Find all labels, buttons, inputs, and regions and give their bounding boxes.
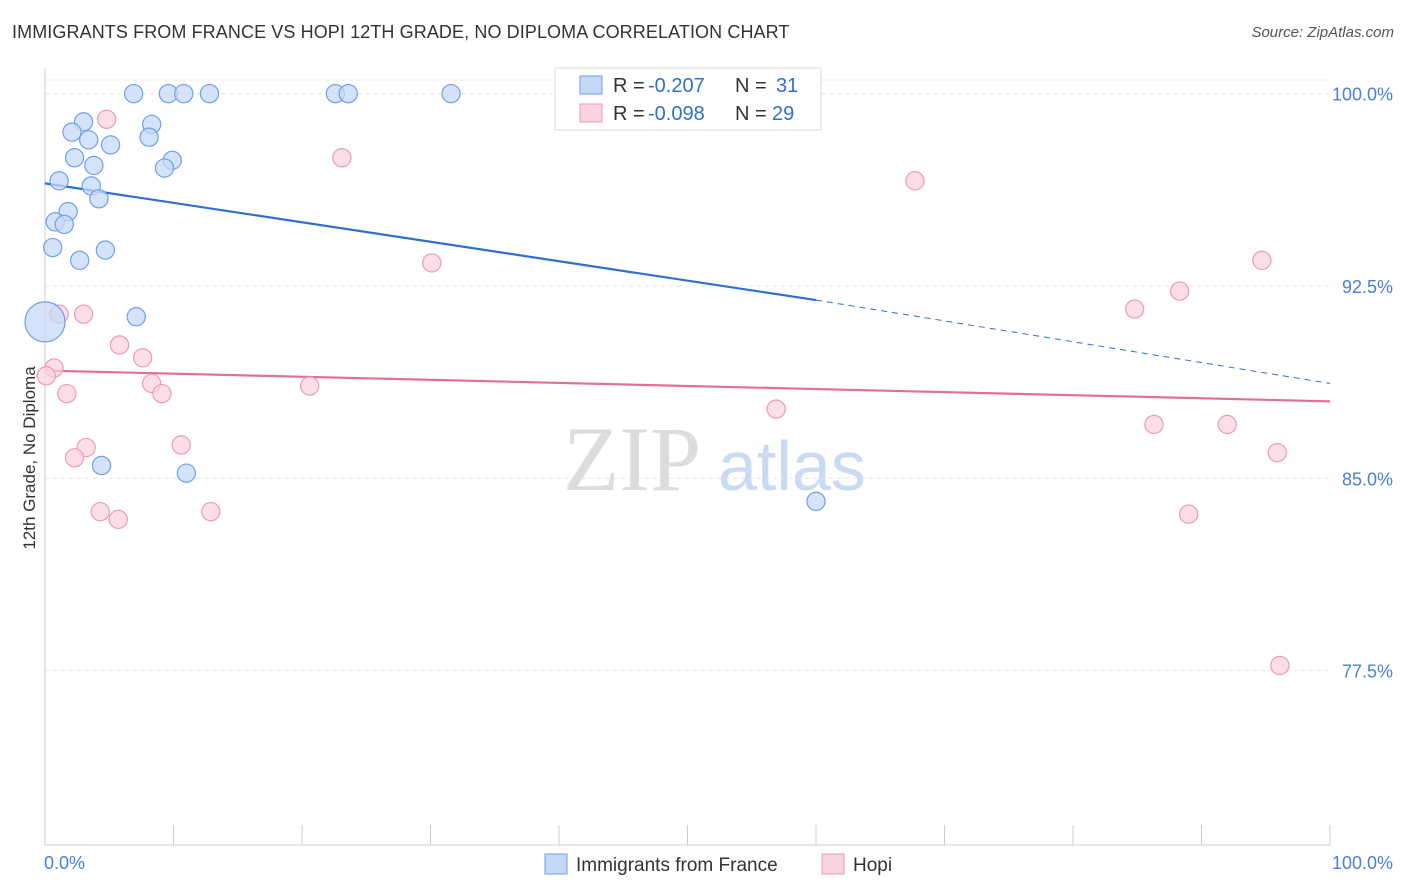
trend-line-france bbox=[44, 182, 817, 302]
data-point-hopi-18 bbox=[1144, 414, 1164, 435]
legend-swatch-hopi bbox=[821, 853, 845, 875]
data-point-france-11 bbox=[78, 130, 99, 150]
data-point-france-26 bbox=[24, 301, 66, 343]
data-point-france-17 bbox=[49, 171, 69, 191]
data-point-hopi-1 bbox=[332, 148, 352, 168]
x-tick-labels: 0.0% 100.0% bbox=[44, 853, 1393, 873]
data-point-france-12 bbox=[100, 135, 121, 155]
data-point-france-22 bbox=[54, 214, 74, 235]
x-tick-label-1: 100.0% bbox=[1332, 853, 1393, 873]
data-point-hopi-0 bbox=[96, 109, 117, 129]
data-point-hopi-25 bbox=[201, 501, 221, 522]
stats-n-value-france: 31 bbox=[776, 75, 798, 97]
data-point-hopi-8 bbox=[73, 304, 94, 324]
data-point-france-3 bbox=[199, 83, 220, 104]
data-point-hopi-6 bbox=[1124, 299, 1145, 319]
data-point-france-0 bbox=[123, 83, 144, 104]
data-point-hopi-27 bbox=[108, 509, 128, 530]
data-point-hopi-19 bbox=[1217, 414, 1237, 435]
trend-line-hopi bbox=[44, 369, 1331, 403]
data-point-france-19 bbox=[89, 189, 109, 209]
data-point-hopi-23 bbox=[1267, 442, 1288, 463]
data-point-hopi-3 bbox=[422, 253, 442, 273]
series-legend: Immigrants from France Hopi bbox=[544, 853, 892, 876]
legend-label-hopi: Hopi bbox=[853, 855, 892, 876]
data-points bbox=[24, 83, 1290, 676]
data-point-hopi-26 bbox=[1178, 504, 1199, 524]
data-point-france-15 bbox=[84, 155, 104, 176]
stats-r-value-france: -0.207 bbox=[648, 75, 705, 97]
data-point-hopi-10 bbox=[132, 348, 153, 368]
y-tick-label-0: 100.0% bbox=[1332, 85, 1393, 105]
stats-r-label-france: R = bbox=[613, 75, 645, 97]
data-point-france-27 bbox=[126, 307, 146, 327]
data-point-hopi-22 bbox=[64, 448, 85, 468]
stats-swatch-hopi bbox=[579, 103, 603, 123]
data-point-france-25 bbox=[70, 250, 90, 271]
data-point-france-9 bbox=[62, 122, 82, 142]
x-tick-label-0: 0.0% bbox=[44, 853, 85, 873]
data-point-hopi-16 bbox=[152, 383, 172, 404]
y-axis-title: 12th Grade, No Diploma bbox=[20, 366, 39, 550]
data-point-france-28 bbox=[91, 455, 112, 476]
watermark: ZIP atlas bbox=[563, 408, 866, 510]
stats-r-label-hopi: R = bbox=[613, 103, 645, 125]
axes bbox=[44, 68, 1331, 846]
chart-source: Source: ZipAtlas.com bbox=[1251, 24, 1394, 41]
data-point-hopi-20 bbox=[171, 435, 191, 455]
data-point-hopi-17 bbox=[766, 399, 786, 419]
data-point-france-14 bbox=[64, 148, 85, 168]
watermark-zip: ZIP bbox=[563, 408, 701, 510]
legend-swatch-france bbox=[544, 853, 568, 875]
data-point-hopi-4 bbox=[1252, 250, 1272, 271]
stats-n-value-hopi: 29 bbox=[772, 103, 794, 125]
stats-r-value-hopi: -0.098 bbox=[648, 103, 705, 125]
trend-line-france-extension bbox=[815, 299, 1331, 384]
data-point-hopi-28 bbox=[1270, 655, 1290, 676]
data-point-france-29 bbox=[176, 463, 197, 483]
data-point-france-2 bbox=[174, 83, 194, 104]
data-point-hopi-14 bbox=[300, 376, 320, 396]
y-tick-label-2: 85.0% bbox=[1342, 469, 1393, 489]
stats-swatch-france bbox=[579, 75, 603, 95]
data-point-hopi-15 bbox=[57, 383, 77, 404]
y-tick-label-1: 92.5% bbox=[1342, 277, 1393, 297]
data-point-france-5 bbox=[338, 83, 358, 104]
data-point-hopi-9 bbox=[109, 335, 130, 355]
chart-title: IMMIGRANTS FROM FRANCE VS HOPI 12TH GRAD… bbox=[12, 22, 790, 42]
data-point-france-16 bbox=[154, 158, 175, 178]
data-point-france-10 bbox=[139, 127, 159, 147]
data-point-france-6 bbox=[441, 83, 461, 104]
legend-label-france: Immigrants from France bbox=[576, 855, 778, 876]
y-tick-labels: 100.0% 92.5% 85.0% 77.5% bbox=[1332, 85, 1393, 682]
data-point-hopi-2 bbox=[905, 171, 925, 191]
data-point-france-24 bbox=[95, 240, 116, 260]
trend-lines bbox=[44, 182, 1331, 403]
data-point-france-30 bbox=[806, 491, 826, 512]
y-tick-label-3: 77.5% bbox=[1342, 662, 1393, 682]
stats-n-label-france: N = bbox=[735, 75, 767, 97]
stats-n-label-hopi: N = bbox=[735, 103, 767, 125]
data-point-hopi-12 bbox=[36, 366, 56, 386]
stats-legend: R = -0.207 N = 31 R = -0.098 N = 29 bbox=[554, 67, 822, 131]
data-point-hopi-24 bbox=[90, 501, 110, 522]
watermark-atlas: atlas bbox=[718, 427, 866, 505]
data-point-hopi-5 bbox=[1169, 281, 1190, 301]
data-point-france-23 bbox=[43, 237, 63, 258]
